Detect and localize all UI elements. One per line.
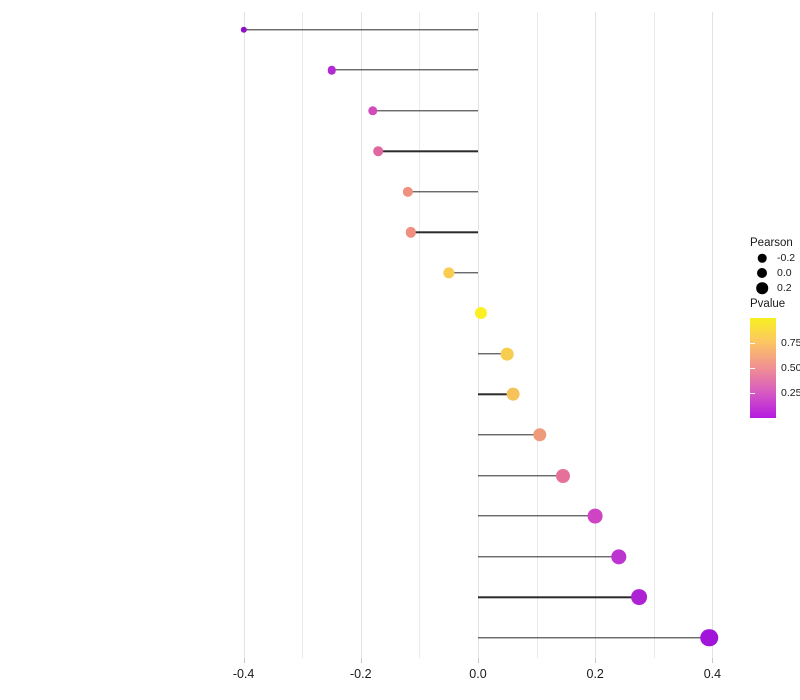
color-legend-title: Pvalue [750,298,786,310]
size-legend-title: Pearson [750,237,793,249]
size-legend-label: -0.2 [777,252,796,264]
lollipop-point [555,468,570,483]
gridline [302,12,304,658]
size-legend-label: 0.2 [777,282,792,294]
lollipop-point [240,26,247,33]
x-axis-tick-mark [478,658,479,663]
colorbar-tick-label: 0.75 [781,337,800,349]
lollipop-stem [478,434,540,436]
gridline [419,12,421,658]
x-axis-tick-label: -0.2 [350,667,372,681]
x-axis-tick-mark [360,658,362,663]
lollipop-point [373,146,384,156]
gridline [360,12,362,658]
x-axis-tick-mark [595,658,597,663]
lollipop-stem [478,515,596,517]
colorbar-tick [750,368,755,369]
x-axis-tick-label: 0.2 [586,667,604,681]
colorbar-tick-label: 0.25 [781,387,800,399]
x-axis-tick-label: 0.4 [703,667,722,681]
lollipop-point [506,388,520,401]
lollipop-point [443,267,455,279]
size-legend-dot [757,268,767,278]
lollipop-point [402,186,413,197]
lollipop-point [532,428,547,442]
lollipop-point [367,105,378,116]
lollipop-stem [478,353,508,355]
lollipop-stem [478,555,619,558]
gridline [478,12,479,658]
gridline [536,12,538,658]
gridline [653,12,655,658]
lollipop-stem [407,190,478,193]
lollipop-point [327,65,336,75]
lollipop-stem [372,109,478,112]
lollipop-point [610,548,627,565]
lollipop-stem [478,474,563,477]
gridline [595,12,597,658]
colorbar-tick [750,393,755,394]
colorbar-tick-label: 0.50 [781,362,800,374]
lollipop-stem [331,69,478,71]
lollipop-stem [410,231,478,233]
lollipop-point [631,589,648,606]
lollipop-stem [243,28,478,31]
lollipop-point [405,227,416,238]
x-axis-tick-label: -0.4 [232,667,255,681]
lollipop-stem [378,150,478,152]
lollipop-point [474,307,487,320]
lollipop-point [700,628,719,647]
lollipop-stem [478,596,640,598]
lollipop-stem [448,272,478,274]
x-axis-tick-mark [243,658,245,663]
lollipop-point [587,508,603,524]
x-axis-tick-mark [712,658,714,663]
colorbar-tick [750,343,755,344]
lollipop-stem [478,393,514,396]
size-legend-label: 0.0 [777,267,792,279]
gridline [712,12,714,658]
gridline [243,12,245,658]
lollipop-stem [478,637,710,639]
lollipop-point [500,347,514,361]
x-axis-tick-label: 0.0 [469,667,487,681]
size-legend-dot [756,282,768,294]
size-legend-dot [757,253,767,263]
